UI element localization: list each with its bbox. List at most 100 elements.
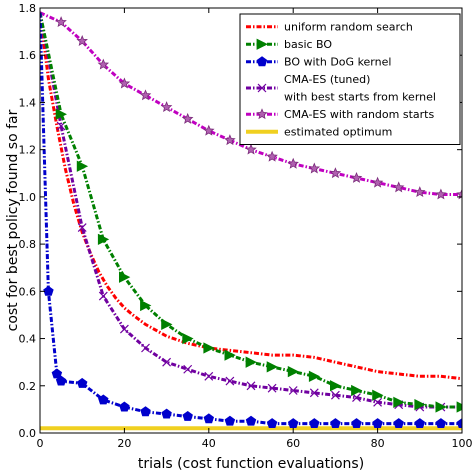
y-tick-label-1.4: 1.4: [19, 96, 37, 109]
legend-label: with best starts from kernel: [284, 91, 436, 104]
point-bo-with-dog-kernel-4: [76, 377, 88, 388]
point-cma-es-tuned-with-best-starts-from-kernel-14: [330, 390, 340, 400]
point-bo-with-dog-kernel-9: [182, 410, 193, 421]
point-cma-es-tuned-with-best-starts-from-kernel-3: [98, 291, 108, 301]
point-cma-es-tuned-with-best-starts-from-kernel-7: [183, 364, 193, 374]
point-cma-es-tuned-with-best-starts-from-kernel-11: [267, 383, 277, 393]
series-line-uniform-random-search: [40, 12, 462, 381]
point-cma-es-with-random-starts-15: [350, 171, 363, 183]
point-cma-es-with-random-starts-1: [55, 16, 67, 28]
point-bo-with-dog-kernel-14: [287, 418, 299, 428]
point-basic-bo-10: [245, 356, 257, 368]
point-cma-es-with-random-starts-4: [118, 77, 131, 89]
point-cma-es-with-random-starts-17: [392, 181, 405, 193]
point-basic-bo-7: [182, 332, 194, 345]
point-cma-es-tuned-with-best-starts-from-kernel-5: [141, 343, 150, 353]
point-basic-bo-16: [372, 389, 384, 401]
x-axis-label: trials (cost function evaluations): [138, 456, 364, 472]
legend-entry-basic-bo: basic BO: [246, 38, 332, 51]
point-bo-with-dog-kernel-13: [266, 418, 278, 428]
point-basic-bo-14: [330, 380, 342, 392]
x-tick-label-20: 20: [117, 437, 131, 450]
point-cma-es-with-random-starts-13: [308, 162, 321, 174]
point-cma-es-with-random-starts-19: [435, 188, 447, 200]
legend-marker: [256, 38, 268, 50]
point-basic-bo-17: [393, 396, 405, 408]
point-bo-with-dog-kernel-16: [330, 418, 341, 428]
y-tick-label-0.4: 0.4: [19, 333, 37, 346]
point-basic-bo-19: [435, 401, 447, 413]
point-cma-es-with-random-starts-18: [414, 186, 426, 198]
point-bo-with-dog-kernel-11: [224, 415, 236, 426]
legend-entry-uniform-random-search: uniform random search: [246, 21, 413, 34]
plot-content: [40, 11, 462, 431]
point-cma-es-with-random-starts-3: [97, 58, 110, 70]
point-bo-with-dog-kernel-17: [351, 418, 362, 428]
legend-label: uniform random search: [284, 21, 413, 34]
y-tick-label-0.6: 0.6: [19, 285, 37, 298]
point-basic-bo-5: [140, 299, 152, 312]
point-cma-es-with-random-starts-12: [287, 157, 299, 169]
point-bo-with-dog-kernel-8: [161, 408, 172, 419]
point-cma-es-with-random-starts-14: [329, 167, 342, 179]
point-cma-es-tuned-with-best-starts-from-kernel-12: [288, 386, 298, 395]
point-cma-es-with-random-starts-8: [203, 124, 215, 136]
point-cma-es-tuned-with-best-starts-from-kernel-13: [309, 388, 319, 398]
y-tick-label-1: 1.0: [19, 191, 37, 204]
point-bo-with-dog-kernel-5: [98, 394, 109, 405]
y-axis-label: cost for best policy found so far: [5, 109, 21, 331]
legend-entry-cma-es-with-random-starts: CMA-ES with random starts: [246, 108, 434, 121]
point-cma-es-with-random-starts-16: [371, 176, 384, 188]
series-cma-es-with-random-starts: [40, 11, 462, 200]
point-bo-with-dog-kernel-15: [309, 418, 320, 428]
point-bo-with-dog-kernel-12: [245, 415, 257, 426]
y-tick-label-1.6: 1.6: [19, 49, 37, 62]
point-cma-es-with-random-starts-6: [160, 101, 173, 113]
legend-entry-bo-with-dog-kernel: BO with DoG kernel: [246, 56, 391, 69]
point-bo-with-dog-kernel-21: [435, 418, 447, 428]
point-basic-bo-9: [224, 349, 236, 361]
series-basic-bo: [40, 12, 462, 413]
point-cma-es-with-random-starts-9: [224, 134, 236, 146]
point-cma-es-with-random-starts-20: [456, 188, 462, 200]
y-tick-label-1.2: 1.2: [19, 144, 37, 157]
legend-entry-estimated-optimum: estimated optimum: [246, 126, 392, 139]
point-cma-es-with-random-starts-5: [139, 89, 152, 101]
point-basic-bo-2: [76, 160, 89, 172]
point-basic-bo-11: [266, 361, 278, 373]
point-basic-bo-3: [97, 233, 110, 246]
point-basic-bo-1: [55, 108, 67, 120]
point-cma-es-with-random-starts-2: [76, 35, 88, 46]
point-bo-with-dog-kernel-1: [43, 285, 54, 296]
point-basic-bo-4: [119, 271, 131, 283]
series-bo-with-dog-kernel: [40, 12, 462, 428]
point-bo-with-dog-kernel-19: [393, 418, 404, 428]
point-bo-with-dog-kernel-6: [119, 401, 130, 412]
point-basic-bo-20: [456, 401, 462, 413]
point-cma-es-with-random-starts-10: [245, 143, 257, 155]
point-cma-es-tuned-with-best-starts-from-kernel-10: [246, 381, 256, 391]
legend-box: [239, 13, 461, 145]
point-bo-with-dog-kernel-7: [140, 406, 151, 417]
x-tick-label-40: 40: [202, 437, 216, 450]
point-bo-with-dog-kernel-20: [414, 418, 426, 428]
point-bo-with-dog-kernel-3: [55, 375, 67, 386]
x-tick-label-100: 100: [452, 437, 473, 450]
x-tick-label-60: 60: [286, 437, 300, 450]
point-basic-bo-15: [351, 384, 363, 397]
legend-label: estimated optimum: [284, 126, 392, 139]
plot-frame: [39, 7, 463, 434]
x-tick-label-0: 0: [37, 437, 44, 450]
point-bo-with-dog-kernel-10: [203, 413, 215, 424]
point-cma-es-with-random-starts-11: [266, 150, 278, 162]
axes: 0 20 40 60 80 100 0.0 0.2 0.4 0.6 0.8 1.0 1.2 1.4 1.6 1…: [19, 2, 473, 450]
point-bo-with-dog-kernel-2: [51, 368, 63, 379]
point-cma-es-tuned-with-best-starts-from-kernel-8: [204, 371, 214, 381]
point-basic-bo-12: [287, 365, 300, 378]
legend-label: BO with DoG kernel: [284, 56, 391, 69]
legend-marker: [257, 83, 267, 93]
y-tick-label-0.8: 0.8: [19, 238, 37, 251]
point-basic-bo-6: [161, 318, 173, 331]
legend-entry-cma-es-tuned-with-best-starts-from-kernel: CMA-ES (tuned) with best starts from kern…: [246, 73, 436, 104]
